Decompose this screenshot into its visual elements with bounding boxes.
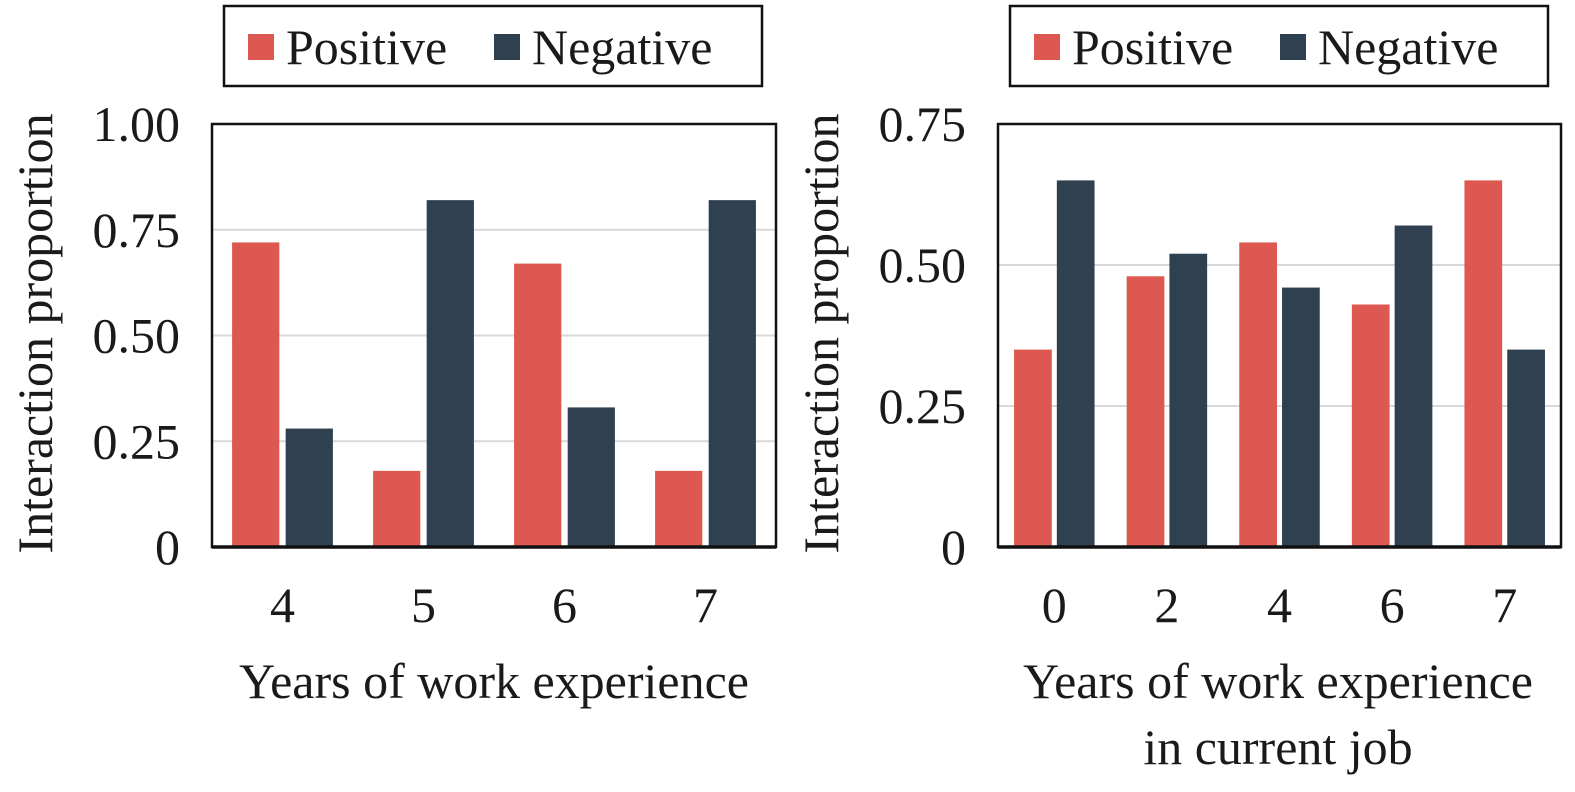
- y-axis-label: Interaction proportion: [7, 113, 63, 553]
- legend-swatch-negative: [1280, 34, 1306, 60]
- bar-positive-5: [373, 470, 421, 547]
- bar-negative-7: [1507, 349, 1545, 547]
- x-axis-label: in current job: [1143, 719, 1412, 775]
- y-tick-label: 0.75: [879, 96, 967, 152]
- legend-label-positive: Positive: [286, 19, 447, 75]
- x-tick-label: 7: [693, 577, 718, 633]
- legend-box: [1008, 4, 1550, 88]
- legend-swatch-negative: [494, 34, 520, 60]
- y-axis-label: Interaction proportion: [793, 113, 849, 553]
- legend-box: [222, 4, 764, 88]
- y-tick-label: 0.50: [879, 237, 967, 293]
- bar-positive-2: [1126, 276, 1165, 547]
- bar-negative-6: [567, 407, 615, 547]
- chart-panel-1: 4 5 6 7 0 0.25 0.50 0.75 1.00 Interaction proport…: [7, 4, 778, 709]
- bar-negative-4: [1282, 287, 1320, 547]
- bar-negative-7: [708, 200, 756, 547]
- x-tick-label: 5: [411, 577, 436, 633]
- y-tick-label: 1.00: [93, 96, 181, 152]
- bar-negative-6: [1394, 225, 1433, 547]
- bar-negative-4: [285, 428, 333, 547]
- bar-positive-7: [1464, 180, 1503, 547]
- y-tick-label: 0.25: [879, 378, 967, 434]
- legend: Positive Negative: [1008, 4, 1550, 88]
- x-tick-label: 6: [1380, 577, 1405, 633]
- x-tick-label: 6: [552, 577, 577, 633]
- y-tick-label: 0.75: [93, 202, 181, 258]
- x-tick-label: 4: [270, 577, 295, 633]
- bar-positive-4: [232, 242, 280, 547]
- y-tick-label: 0.50: [93, 308, 181, 364]
- bar-negative-2: [1169, 253, 1208, 547]
- bar-positive-0: [1014, 349, 1052, 547]
- bar-positive-7: [655, 470, 703, 547]
- bar-negative-0: [1056, 180, 1095, 547]
- y-tick-label: 0: [155, 519, 180, 575]
- x-tick-label: 4: [1267, 577, 1292, 633]
- x-tick-label: 0: [1042, 577, 1067, 633]
- bar-positive-4: [1239, 242, 1277, 547]
- legend-swatch-positive: [248, 34, 274, 60]
- legend-swatch-positive: [1034, 34, 1060, 60]
- legend-label-negative: Negative: [1318, 19, 1498, 75]
- y-tick-label: 0.25: [93, 413, 181, 469]
- x-axis-label: Years of work experience: [239, 653, 749, 709]
- bar-negative-5: [426, 200, 474, 547]
- legend-label-positive: Positive: [1072, 19, 1233, 75]
- bar-positive-6: [514, 263, 562, 547]
- y-tick-label: 0: [941, 519, 966, 575]
- x-axis-label: Years of work experience: [1023, 653, 1533, 709]
- chart-panel-2: 0 2 4 6 7 0 0.25 0.50 0.75 Interaction proportion…: [793, 4, 1563, 775]
- bar-positive-6: [1351, 304, 1390, 547]
- x-tick-label: 7: [1492, 577, 1517, 633]
- x-tick-label: 2: [1154, 577, 1179, 633]
- legend-label-negative: Negative: [532, 19, 712, 75]
- legend: Positive Negative: [222, 4, 764, 88]
